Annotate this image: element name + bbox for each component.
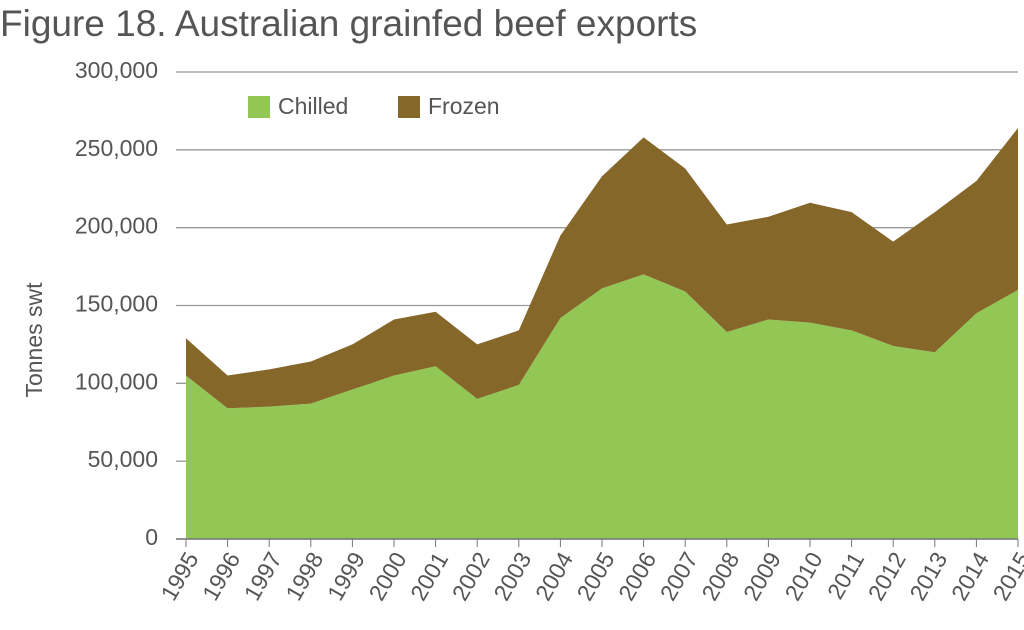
x-tick-label: 1998 <box>280 548 328 605</box>
x-tick-label: 1997 <box>239 548 287 605</box>
x-tick-label: 2006 <box>613 548 661 605</box>
x-tick-label: 1995 <box>155 548 203 605</box>
area <box>186 128 1018 409</box>
x-tick-label: 2012 <box>863 548 911 605</box>
y-tick-label: 100,000 <box>75 368 158 394</box>
x-tick-label: 1996 <box>197 548 245 605</box>
x-tick-label: 2001 <box>405 548 453 605</box>
x-tick-label: 2004 <box>530 547 578 604</box>
x-tick-label: 2011 <box>822 548 869 604</box>
legend-label: Chilled <box>278 93 348 119</box>
legend-swatch <box>398 96 420 118</box>
x-tick-label: 2007 <box>655 548 703 605</box>
legend-label: Frozen <box>428 93 500 119</box>
x-tick-label: 2003 <box>488 548 536 605</box>
x-tick-label: 2010 <box>779 548 827 605</box>
x-tick-label: 2009 <box>738 548 786 605</box>
legend-swatch <box>248 96 270 118</box>
y-tick-label: 200,000 <box>75 213 158 239</box>
area <box>186 274 1018 539</box>
x-tick-label: 2002 <box>447 548 495 605</box>
y-tick-label: 250,000 <box>75 135 158 161</box>
y-tick-label: 150,000 <box>75 291 158 317</box>
chart-title: Figure 18. Australian grainfed beef expo… <box>0 3 697 44</box>
x-tick-label: 2014 <box>946 547 994 604</box>
y-tick-label: 50,000 <box>88 446 158 472</box>
y-axis-label: Tonnes swt <box>21 282 47 398</box>
x-tick-label: 2008 <box>696 548 744 605</box>
x-tick-label: 2013 <box>904 548 952 605</box>
y-tick-label: 300,000 <box>75 57 158 83</box>
y-tick-label: 0 <box>145 524 158 550</box>
x-tick-label: 2005 <box>571 548 619 605</box>
x-tick-label: 2015 <box>987 548 1024 605</box>
x-tick-label: 1999 <box>322 548 370 605</box>
x-tick-label: 2000 <box>363 548 411 605</box>
